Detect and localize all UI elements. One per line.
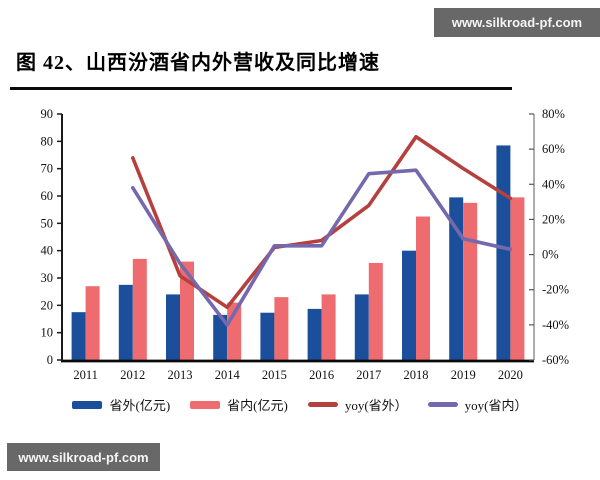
legend-item-1: 省内(亿元) (190, 395, 288, 414)
line-yoy(省内） (131, 168, 513, 327)
right-axis-tick-label: -40% (542, 318, 569, 332)
title-divider (10, 87, 512, 90)
bar-outside-2015 (260, 312, 275, 360)
right-axis-tick-label: 20% (542, 212, 565, 226)
bar-inside-2015 (274, 297, 289, 360)
x-axis-tick-label: 2016 (309, 368, 334, 382)
page-title: 图 42、山西汾酒省内外营收及同比增速 (16, 52, 380, 74)
left-axis-tick-label: 30 (41, 271, 54, 285)
left-axis-tick-label: 0 (47, 353, 53, 367)
left-axis-tick-label: 50 (41, 216, 54, 230)
legend-line-swatch-2 (307, 402, 338, 407)
x-axis-tick-label: 2013 (168, 368, 193, 382)
x-axis-tick-label: 2011 (73, 368, 98, 382)
bar-inside-2012 (132, 258, 147, 360)
x-axis-tick-label: 2017 (356, 368, 381, 382)
left-axis-tick-label: 20 (41, 298, 54, 312)
x-axis-tick-label: 2018 (404, 368, 429, 382)
bar-outside-2017 (354, 294, 369, 360)
bar-outside-2014 (213, 314, 228, 360)
bar-outside-2012 (118, 284, 133, 360)
legend-label-1: 省内(亿元) (227, 398, 288, 413)
right-axis-tick-label: 80% (542, 107, 565, 121)
legend-line-swatch-3 (427, 402, 458, 407)
x-axis-tick-label: 2012 (120, 368, 145, 382)
bar-outside-2018 (402, 250, 416, 360)
bar-inside-2019 (463, 202, 478, 360)
right-axis-tick-label: -60% (542, 353, 569, 367)
legend-label-3: yoy(省内） (464, 398, 528, 413)
x-axis-tick-label: 2015 (262, 368, 287, 382)
right-axis-tick-label: 0% (542, 248, 559, 262)
left-axis-tick-label: 10 (41, 326, 54, 340)
bar-inside-2011 (85, 286, 100, 360)
watermark-bottom: www.silkroad-pf.com (7, 443, 160, 471)
bar-outside-2013 (166, 294, 180, 360)
legend-item-3: yoy(省内） (427, 395, 528, 414)
chart-legend: 省外(亿元) 省内(亿元) yoy(省外） yoy(省内） (0, 395, 600, 414)
watermark-bottom-text: www.silkroad-pf.com (18, 449, 149, 465)
left-axis-tick-label: 40 (41, 244, 54, 258)
x-axis-tick-label: 2014 (215, 368, 241, 382)
bar-outside-2011 (71, 312, 86, 360)
bar-outside-2019 (449, 197, 464, 360)
watermark-top-text: www.silkroad-pf.com (451, 15, 583, 30)
x-axis-tick-label: 2020 (498, 368, 523, 382)
legend-item-0: 省外(亿元) (72, 395, 170, 414)
legend-label-2: yoy(省外） (344, 398, 408, 413)
right-axis-tick-label: 40% (542, 177, 565, 191)
right-axis-tick-label: -20% (542, 283, 569, 297)
left-axis-tick-label: 70 (41, 162, 54, 176)
left-axis-tick-label: 60 (41, 189, 54, 203)
bar-inside-2017 (368, 262, 383, 360)
bar-inside-2020 (510, 197, 525, 360)
watermark-top: www.silkroad-pf.com (434, 8, 600, 37)
left-axis-tick-label: 80 (41, 134, 54, 148)
bar-outside-2020 (496, 145, 511, 360)
legend-label-0: 省外(亿元) (109, 398, 171, 413)
right-axis-tick-label: 60% (542, 142, 565, 156)
bar-inside-2018 (416, 216, 430, 360)
legend-bar-swatch-0 (72, 400, 103, 409)
bar-inside-2016 (321, 294, 336, 360)
legend-bar-swatch-1 (190, 400, 221, 409)
left-axis-tick-label: 90 (41, 107, 54, 121)
legend-item-2: yoy(省外） (307, 395, 408, 414)
bar-inside-2013 (180, 261, 194, 360)
x-axis-tick-label: 2019 (451, 368, 476, 382)
bar-outside-2016 (307, 308, 322, 360)
